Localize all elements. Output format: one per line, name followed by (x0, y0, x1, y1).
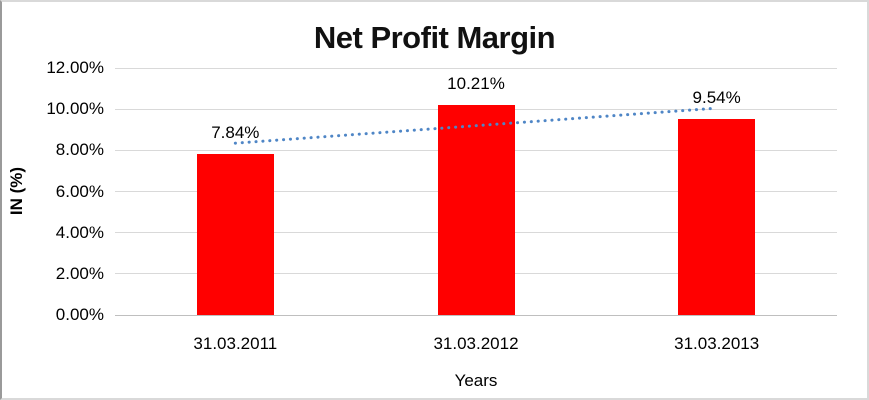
gridline (115, 67, 837, 69)
x-tick-label: 31.03.2012 (433, 334, 519, 353)
bar-31.03.2011 (196, 153, 274, 315)
data-label: 9.54% (692, 87, 741, 107)
data-label: 7.84% (211, 122, 260, 142)
x-axis-title: Years (454, 371, 498, 390)
bar-31.03.2013 (678, 118, 756, 315)
chart-title: Net Profit Margin (313, 20, 556, 55)
y-tick-label: 12.00% (46, 58, 104, 77)
bar-31.03.2012 (437, 104, 515, 315)
y-tick-label: 2.00% (55, 263, 104, 283)
y-tick-label: 8.00% (55, 140, 104, 160)
y-tick-label: 6.00% (55, 181, 104, 201)
data-label: 10.21% (447, 73, 505, 93)
x-tick-label: 31.03.2013 (674, 334, 760, 353)
y-tick-label: 10.00% (46, 99, 104, 119)
y-tick-label: 0.00% (55, 305, 104, 324)
x-tick-label: 31.03.2011 (193, 334, 278, 353)
y-tick-label: 4.00% (55, 222, 104, 242)
x-axis-line (115, 314, 837, 316)
